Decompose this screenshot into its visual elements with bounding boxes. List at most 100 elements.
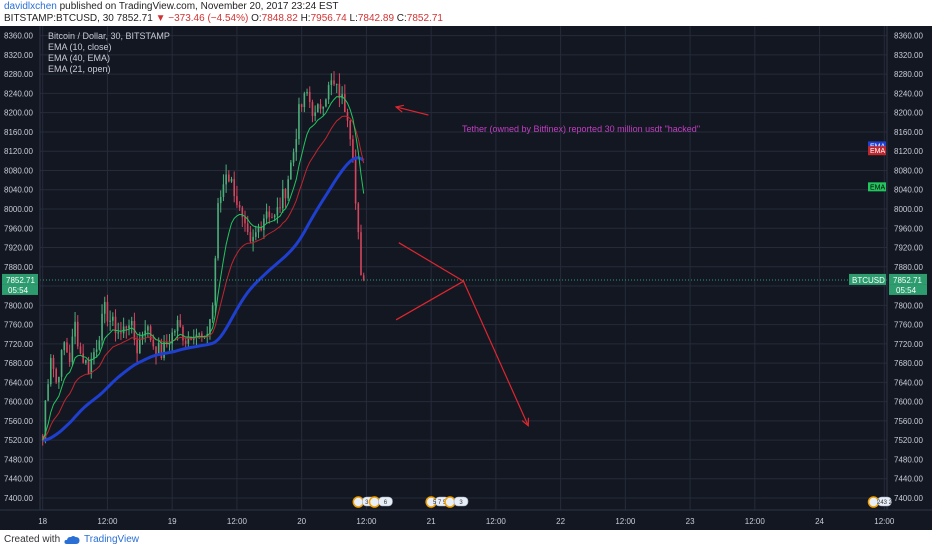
legend-ema-10[interactable]: EMA (10, close)	[48, 42, 112, 52]
y-tick-label-right: 7720.00	[894, 340, 923, 349]
candle-body	[222, 184, 225, 198]
candle-body	[362, 275, 365, 280]
candle-body	[141, 335, 144, 340]
candle-body	[120, 332, 122, 334]
candle-body	[122, 326, 125, 334]
candle-body	[109, 320, 111, 322]
open-value: 7848.82	[261, 13, 298, 24]
y-tick-label-right: 8040.00	[894, 186, 923, 195]
chart-area[interactable]: 7400.00 7400.00 7440.00 7440.00 7480.00 7480.…	[0, 26, 932, 530]
ema-tag-3-bg	[868, 182, 886, 192]
candle-body	[93, 352, 95, 359]
candle-body	[268, 211, 271, 218]
open-label: O:	[251, 13, 262, 24]
candle-body	[74, 321, 76, 337]
legend-ema-40[interactable]: EMA (40, EMA)	[48, 53, 110, 63]
y-tick-label-right: 8320.00	[894, 51, 923, 60]
y-tick-label-right: 7800.00	[894, 301, 923, 310]
y-tick-label-right: 8200.00	[894, 109, 923, 118]
right-price-tag: 7852.71	[893, 276, 922, 285]
candle-body	[176, 320, 179, 332]
y-tick-label-left: 7640.00	[4, 378, 33, 387]
y-tick-label-right: 7440.00	[894, 475, 923, 484]
left-price-tag-bg	[2, 273, 38, 285]
candle-body	[58, 376, 60, 383]
candle-body	[82, 353, 84, 363]
candle-body	[279, 207, 281, 209]
candle-body	[276, 207, 279, 216]
ohlc-line: BITSTAMP:BTCUSD, 30 7852.71 ▼ −373.46 (−…	[4, 13, 443, 24]
x-tick-label: 12:00	[615, 517, 636, 526]
right-timer: 05:54	[896, 286, 917, 295]
candle-body	[184, 340, 187, 344]
tradingview-brand[interactable]: TradingView	[84, 534, 140, 545]
candle-body	[206, 334, 209, 336]
low-label: L:	[349, 13, 358, 24]
ema-10-line	[42, 95, 365, 441]
y-tick-label-left: 7400.00	[4, 494, 33, 503]
candle-body	[76, 321, 79, 347]
candle-body	[160, 342, 163, 359]
price-change: ▼ −373.46 (−4.54%)	[155, 13, 249, 24]
y-tick-label-right: 7920.00	[894, 244, 923, 253]
ema-tag-2-bg	[868, 146, 886, 156]
candle-body	[322, 106, 325, 109]
annotation-text[interactable]: Tether (owned by Bitfinex) reported 30 m…	[462, 124, 700, 134]
candle-body	[112, 316, 114, 321]
ema-21-line	[42, 115, 365, 441]
right-price-tag-bg	[889, 273, 927, 285]
candle-body	[225, 174, 227, 185]
candle-body	[211, 305, 214, 320]
y-tick-label-right: 8120.00	[894, 147, 923, 156]
projection-lines	[395, 242, 465, 321]
price-tags: 7852.71 05:54 BTCUSD 7852.71 05:54	[2, 273, 927, 295]
candle-body	[209, 319, 211, 335]
y-tick-label-left: 7920.00	[4, 244, 33, 253]
candle-body	[171, 332, 173, 344]
x-tick-label: 12:00	[356, 517, 377, 526]
candle-body	[136, 339, 138, 354]
event-flag-icon	[352, 496, 365, 508]
candle-body	[163, 342, 165, 359]
candle-body	[254, 232, 257, 237]
left-timer: 05:54	[8, 286, 29, 295]
username-link[interactable]: davidlxchen	[4, 1, 57, 12]
x-tick-label: 12:00	[745, 517, 766, 526]
ema-lines	[40, 95, 887, 442]
event-count: 5 7 5 1	[433, 500, 452, 506]
high-label: H:	[300, 13, 311, 24]
price-chart[interactable]: 7400.00 7400.00 7440.00 7440.00 7480.00 7480.…	[0, 26, 932, 530]
candle-body	[44, 400, 47, 441]
y-tick-label-left: 8240.00	[4, 89, 33, 98]
candle-body	[198, 333, 200, 335]
ema-tag-2: EMA	[870, 148, 886, 155]
symbol-tag: BTCUSD	[852, 276, 885, 285]
tradingview-cloud-icon	[64, 536, 80, 544]
candle-body	[103, 301, 106, 314]
price-axis-labels: 7400.00 7400.00 7440.00 7440.00 7480.00 7480.…	[4, 32, 923, 503]
y-tick-label-left: 7880.00	[4, 263, 33, 272]
ema-40-line	[42, 156, 365, 442]
candle-body	[179, 320, 182, 327]
candle-body	[354, 159, 357, 204]
y-tick-label-left: 8080.00	[4, 166, 33, 175]
candle-body	[238, 204, 241, 208]
y-tick-label-left: 8280.00	[4, 70, 33, 79]
candle-body	[125, 326, 128, 329]
candle-body	[360, 232, 362, 276]
legend-ema-21[interactable]: EMA (21, open)	[48, 64, 111, 74]
y-tick-label-right: 7600.00	[894, 398, 923, 407]
candle-body	[263, 218, 265, 231]
candle-body	[195, 334, 198, 338]
close-value: 7852.71	[406, 13, 443, 24]
candle-body	[152, 340, 155, 347]
last-price: 7852.71	[116, 13, 153, 24]
y-tick-label-left: 8160.00	[4, 128, 33, 137]
candle-body	[85, 360, 87, 363]
candle-body	[335, 83, 338, 85]
event-badge	[453, 496, 469, 507]
y-tick-label-right: 8160.00	[894, 128, 923, 137]
candle-body	[219, 197, 222, 204]
annotation-arrow-head	[394, 104, 405, 113]
